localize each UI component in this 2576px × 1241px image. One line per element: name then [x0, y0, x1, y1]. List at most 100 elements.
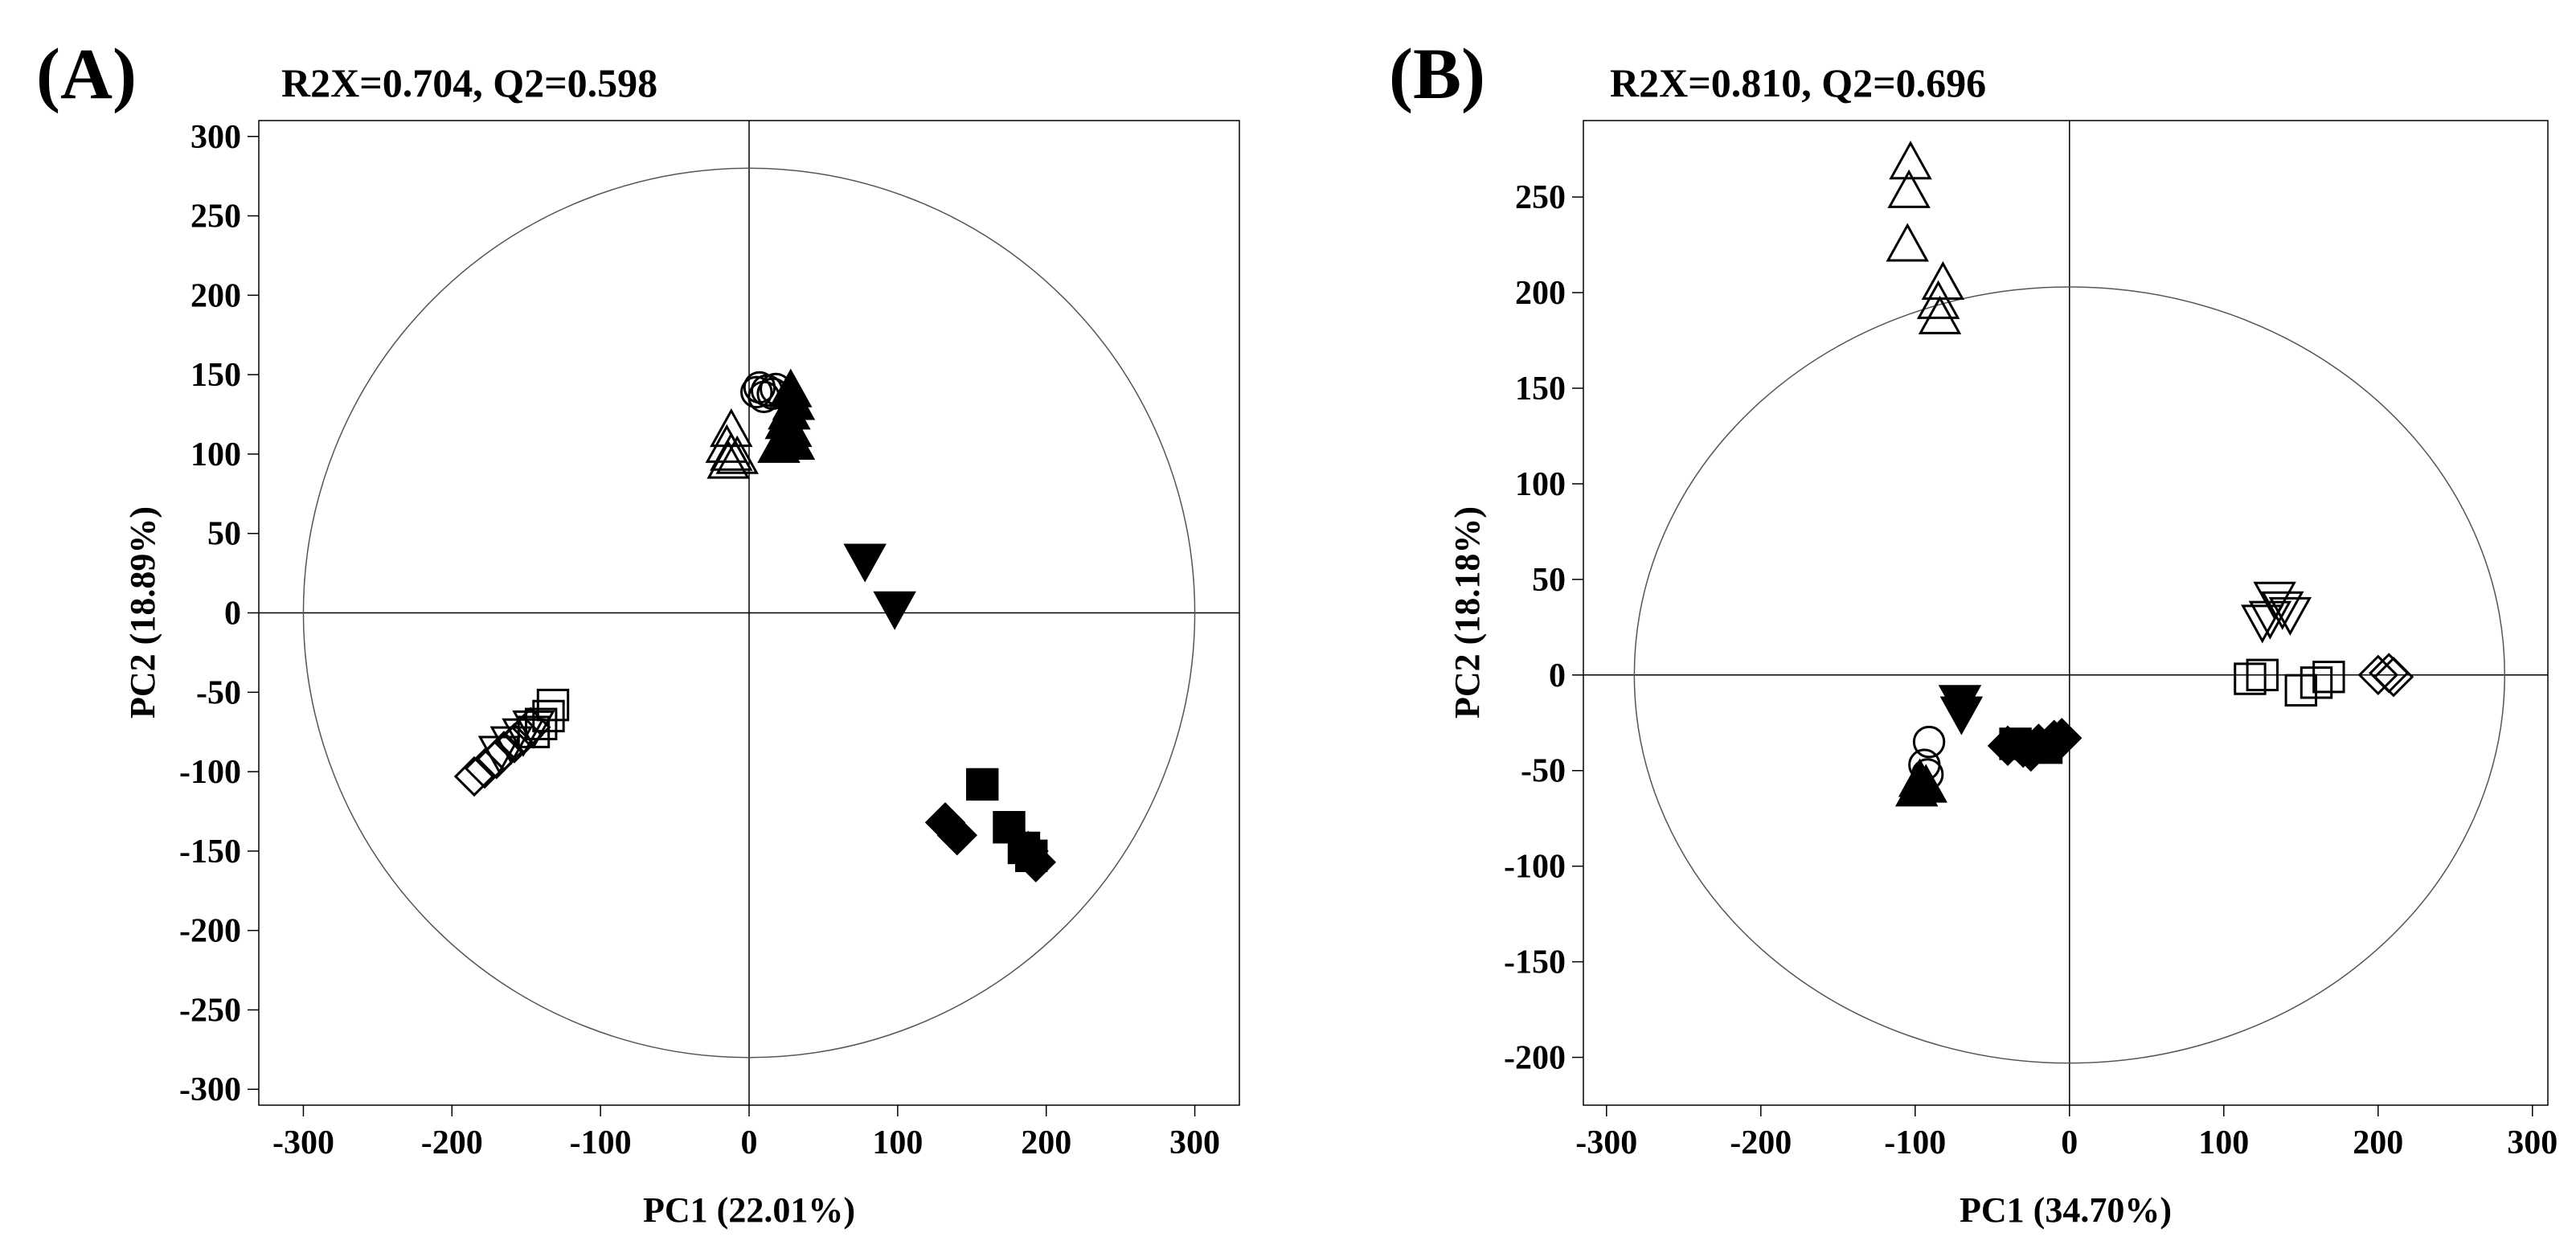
- panel-a-y-tick-label: 0: [224, 596, 241, 633]
- panel-b-hotelling-ellipse: [1633, 286, 2505, 1064]
- panel-a-y-axis-label: PC2 (18.89%): [123, 506, 162, 719]
- panel-a-point-triangle-up-open: [715, 435, 759, 474]
- panel-b-x-tick-label: -300: [1575, 1124, 1637, 1161]
- panel-a-x-tick-label: 200: [1021, 1124, 1071, 1161]
- panel-b-point-triangle-up-open: [1889, 141, 1932, 180]
- panel-a-point-square-open: [536, 688, 570, 722]
- panel-a-y-tick-label: -100: [179, 754, 241, 791]
- panel-a-y-tick-label: -200: [179, 913, 241, 950]
- panel-a-point-square-open: [525, 707, 558, 741]
- panel-a-y-tick-label: -300: [179, 1071, 241, 1108]
- panel-b-point-square-filled: [2029, 731, 2063, 764]
- panel-a-series-group-open-triangle-up: [705, 408, 759, 479]
- panel-a-series-group-filled-diamond: [924, 802, 1056, 883]
- panel-b-series-group-open-square: [2234, 658, 2345, 707]
- panel-a-x-tick-label: 300: [1169, 1124, 1220, 1161]
- panel-a-point-circle-open: [740, 375, 773, 409]
- panel-a-point-square-open: [517, 715, 551, 748]
- panel-a-x-tick-label: 100: [872, 1124, 923, 1161]
- panel-b-y-ticks: 250 200 150 100 50 0 -50 -100 -150 -200: [1504, 179, 1583, 1077]
- panel-b-point-diamond-open: [2357, 654, 2399, 696]
- panel-a-zero-lines: [259, 121, 1239, 1105]
- panel-b-series-group-open-triangle-down: [2241, 581, 2312, 644]
- panel-b-point-triangle-up-open: [1921, 260, 1965, 301]
- panel-b-point-diamond-open: [2373, 656, 2414, 698]
- panel-a-series-group-open-square: [517, 688, 570, 748]
- panel-a-hotelling-ellipse: [302, 167, 1196, 1059]
- panel-a-point-diamond-filled: [1008, 830, 1049, 872]
- panel-b-x-tick-label: -100: [1884, 1124, 1946, 1161]
- panel-b-plot-frame: [1583, 120, 2549, 1106]
- panel-a-x-ticks: -300 -200 -100 0 100 200 300: [272, 1105, 1220, 1161]
- panel-a-label: (A): [36, 35, 137, 114]
- panel-b-y-tick-label: -150: [1504, 944, 1566, 981]
- panel-b-point-triangle-down-open: [2241, 604, 2284, 644]
- panel-b-label: (B): [1389, 35, 1485, 114]
- panel-a-x-axis-label: PC1 (22.01%): [643, 1190, 855, 1230]
- panel-b-point-triangle-down-open: [2253, 581, 2296, 620]
- panel-b-y-tick-label: 0: [1549, 657, 1566, 694]
- panel-a-title: R2X=0.704, Q2=0.598: [281, 60, 657, 105]
- panel-a-x-tick-label: 0: [741, 1124, 758, 1161]
- panel-b-series-group-open-diamond: [2357, 653, 2414, 698]
- panel-b-point-triangle-up-open: [1887, 169, 1931, 208]
- panel-b-y-tick-label: 100: [1515, 466, 1566, 503]
- panel-a-point-triangle-up-open: [706, 440, 750, 479]
- panel-a-points: [453, 368, 1056, 883]
- panel-b-x-tick-label: 300: [2507, 1124, 2558, 1161]
- panel-a-point-triangle-down-open: [477, 735, 522, 775]
- panel-b-y-tick-label: 150: [1515, 371, 1566, 408]
- panel-b-point-triangle-up-open: [1916, 280, 1960, 319]
- panel-b-zero-lines: [1583, 121, 2548, 1105]
- panel-b-y-tick-label: 50: [1532, 562, 1566, 599]
- panel-b-y-tick-label: 250: [1515, 179, 1566, 216]
- panel-b-x-axis-label: PC1 (34.70%): [1960, 1190, 2172, 1230]
- panel-b-x-tick-label: 0: [2061, 1124, 2078, 1161]
- panel-b: (B) R2X=0.810, Q2=0.696 -300 -200 -100 0 100…: [1389, 35, 2558, 1230]
- panel-b-point-square-filled: [1999, 727, 2032, 760]
- panel-a-y-tick-label: 100: [190, 436, 241, 473]
- panel-b-x-tick-label: 200: [2353, 1124, 2403, 1161]
- panel-b-y-axis-label: PC2 (18.18%): [1448, 506, 1487, 719]
- panel-a-point-diamond-open: [453, 756, 495, 797]
- panel-a-y-tick-label: 300: [190, 119, 241, 156]
- panel-a-y-tick-label: -50: [196, 674, 241, 711]
- panel-b-point-triangle-down-filled: [1939, 696, 1984, 735]
- panel-b-point-circle-open: [1912, 725, 1946, 759]
- panel-a-point-diamond-filled: [936, 814, 978, 856]
- panel-a-x-tick-label: -200: [421, 1124, 483, 1161]
- panel-a-point-triangle-down-open: [489, 726, 533, 765]
- panel-b-point-square-open: [2300, 666, 2333, 699]
- panel-a-series-group-filled-triangle-down: [843, 543, 916, 630]
- panel-b-x-tick-label: -200: [1730, 1124, 1792, 1161]
- panel-a-point-square-filled: [966, 768, 999, 801]
- panel-a: (A) R2X=0.704, Q2=0.598 -300 -200 -100 0 100…: [36, 35, 1240, 1230]
- panel-b-y-tick-label: -100: [1504, 849, 1566, 886]
- panel-a-y-ticks: 300 250 200 150 100 50 0 -50 -100 -150 -200 -250 -30…: [179, 119, 259, 1108]
- panel-a-ellipse-group: [302, 167, 1196, 1059]
- panel-b-point-triangle-up-open: [1918, 295, 1962, 334]
- panel-b-point-triangle-up-filled: [1894, 768, 1939, 807]
- panel-a-y-tick-label: -250: [179, 992, 241, 1029]
- panel-b-points: [1886, 141, 2414, 807]
- panel-a-y-tick-label: -150: [179, 833, 241, 870]
- panel-b-series-group-filled-triangle-down: [1938, 685, 1984, 735]
- panel-b-y-tick-label: -200: [1504, 1040, 1566, 1077]
- panel-a-point-diamond-open: [483, 731, 525, 772]
- panel-b-x-ticks: -300 -200 -100 0 100 200 300: [1575, 1105, 2558, 1161]
- panel-a-point-triangle-down-filled: [873, 591, 916, 630]
- panel-b-series-group-filled-triangle-up: [1894, 758, 1947, 807]
- panel-a-point-triangle-up-open: [710, 432, 753, 471]
- panel-b-y-tick-label: -50: [1521, 753, 1566, 790]
- panel-b-point-square-open: [2312, 660, 2345, 694]
- panel-b-x-tick-label: 100: [2198, 1124, 2249, 1161]
- panel-b-ellipse-group: [1633, 286, 2505, 1064]
- panel-a-x-tick-label: -100: [570, 1124, 632, 1161]
- panel-a-y-tick-label: 250: [190, 199, 241, 236]
- panel-a-x-tick-label: -300: [272, 1124, 334, 1161]
- panel-b-title: R2X=0.810, Q2=0.696: [1610, 60, 1986, 105]
- panel-b-series-group-open-triangle-up: [1886, 141, 1965, 334]
- panel-a-point-triangle-down-filled: [843, 543, 887, 583]
- panel-a-y-tick-label: 150: [190, 357, 241, 394]
